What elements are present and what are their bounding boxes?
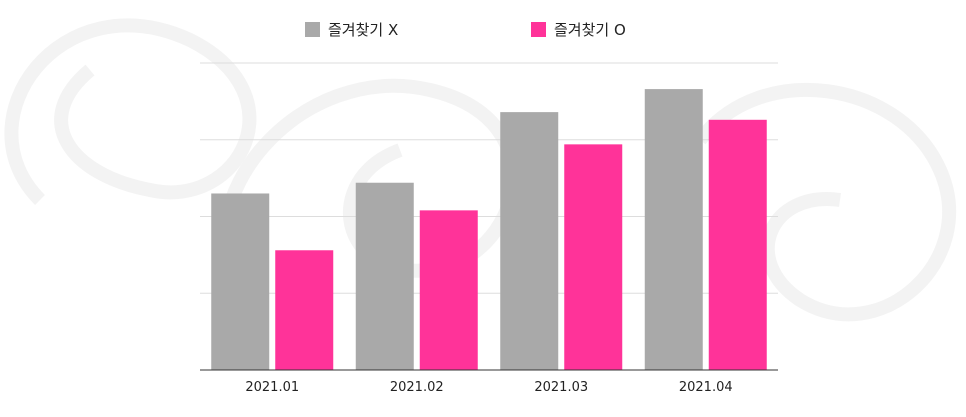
bar-2021.03-series-1 [500, 112, 559, 371]
x-tick-label: 2021.01 [245, 380, 299, 395]
x-tick-label: 2021.02 [390, 380, 444, 395]
legend: 즐겨찾기 X 즐겨찾기 O [305, 21, 626, 39]
x-tick-label: 2021.04 [679, 380, 733, 395]
bar-2021.02-series-1 [355, 182, 414, 370]
bar-2021.01-series-1 [211, 193, 270, 370]
background-decoration [4, 18, 957, 322]
legend-label-1: 즐겨찾기 X [328, 21, 398, 39]
legend-label-2: 즐겨찾기 O [554, 21, 626, 39]
bar-2021.04-series-1 [644, 89, 703, 370]
x-tick-label: 2021.03 [534, 380, 588, 395]
legend-swatch-2 [531, 22, 546, 37]
x-axis: 2021.01 2021.02 2021.03 2021.04 [200, 369, 778, 395]
bar-2021.03-series-2 [564, 144, 623, 370]
bar-2021.04-series-2 [708, 119, 767, 370]
bar-2021.02-series-2 [419, 210, 478, 370]
legend-swatch-1 [305, 22, 320, 37]
bars [211, 89, 767, 371]
bar-2021.01-series-2 [275, 250, 334, 370]
